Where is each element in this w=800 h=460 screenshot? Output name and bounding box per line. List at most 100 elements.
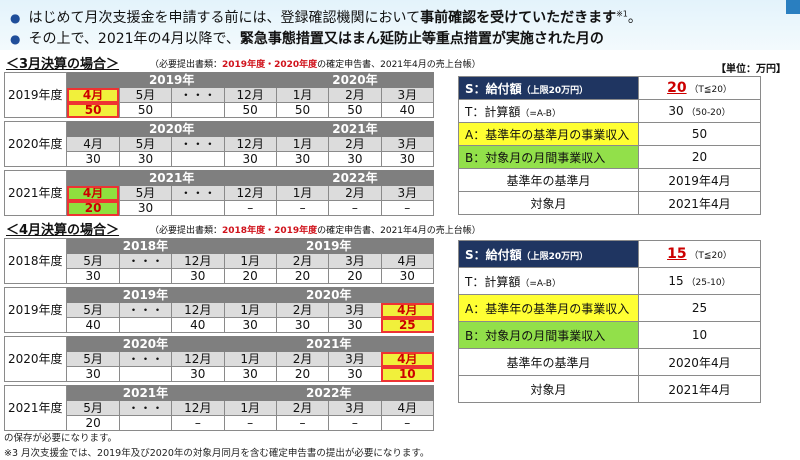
march-header-row: 2020年度 2020年 2021年	[3, 121, 435, 167]
april-fiscal-year-label: 2020年度	[3, 336, 68, 382]
april-summary-table: S：給付額（上限20万円） 15 （T≦20） T：計算額（=A-B） 15 （25-…	[458, 240, 761, 403]
march-month-cell: 2月	[328, 185, 382, 201]
april-month-row: 5月 ・・・ 12月 1月 2月 3月 4月	[5, 253, 435, 269]
april-fiscal-year-label: 2021年度	[3, 385, 68, 431]
april-year-header: 2021年	[223, 336, 434, 352]
april-value-cell: 30	[171, 268, 225, 284]
april-summary-value-text: 2021年4月	[668, 382, 731, 397]
footnote-3: ※3 月次支援金では、2019年及び2020年の対象月同月を含む確定申告書の提出…	[4, 448, 430, 459]
bullet-2-text: その上で、2021年の4月以降で、	[28, 31, 240, 47]
bullet-1-sup: ※1	[616, 9, 628, 19]
april-value-cell: 25	[380, 317, 435, 333]
april-month-cell: 4月	[380, 400, 435, 416]
march-summary-label: B：対象月の月間事業収入	[458, 145, 639, 169]
bullet-2-bold: 緊急事態措置又はまん延防止等重点措置が実施された月の	[239, 31, 604, 47]
march-summary-label-text: T：計算額	[465, 104, 521, 119]
march-summary-label: T：計算額（=A-B）	[458, 99, 639, 123]
march-summary-row: A：基準年の基準月の事業収入 50	[458, 122, 761, 146]
march-month-row: 4月 5月 ・・・ 12月 1月 2月 3月	[5, 185, 435, 201]
march-summary-value: 2019年4月	[638, 168, 761, 192]
march-month-cell: ・・・	[171, 185, 225, 201]
april-value-cell	[118, 268, 173, 284]
april-month-cell: 3月	[328, 302, 382, 318]
march-summary-value-text: 30	[668, 104, 684, 118]
intro-banner: ● はじめて月次支援金を申請する前には、登録確認機関において事前確認を受けていただ…	[0, 0, 800, 50]
march-value-row: 30 30 30 30 30 30	[5, 151, 435, 167]
april-summary-row: T：計算額（=A-B） 15 （25-10）	[458, 267, 761, 295]
march-fiscal-year-label: 2021年度	[3, 170, 68, 216]
april-value-cell: –	[223, 415, 277, 431]
march-summary-value: 20	[638, 145, 761, 169]
april-value-cell: 10	[380, 366, 435, 382]
march-year-header: 2022年	[275, 170, 435, 186]
march-fiscal-year-label: 2019年度	[3, 72, 68, 118]
april-value-cell: 20	[223, 268, 277, 284]
march-summary-label-text: S：給付額	[465, 81, 522, 96]
march-value-cell: 40	[380, 102, 435, 118]
march-summary-value: 20 （T≦20）	[638, 76, 761, 100]
march-value-cell: 30	[66, 151, 120, 167]
bullet-2: ● その上で、2021年の4月以降で、緊急事態措置又はまん延防止等重点措置が実施さ…	[10, 28, 604, 48]
april-summary-value-text: 25	[691, 301, 708, 315]
march-summary-value-text: 20	[667, 80, 687, 96]
march-value-cell: –	[380, 200, 435, 216]
april-month-cell: ・・・	[118, 400, 173, 416]
april-summary-label-text: 基準年の基準月	[506, 355, 591, 370]
april-value-cell: 30	[66, 268, 120, 284]
april-summary-value-text: 10	[691, 328, 708, 342]
march-month-cell: ・・・	[171, 87, 225, 103]
april-summary-value: 2020年4月	[638, 348, 761, 376]
march-summary-value: 2021年4月	[638, 191, 761, 215]
april-value-cell: 30	[66, 366, 120, 382]
april-value-row: 30 30 30 20 30 10	[5, 366, 435, 382]
april-value-cell: 20	[275, 366, 330, 382]
march-year-header: 2021年	[66, 170, 277, 186]
april-value-cell: 30	[223, 366, 277, 382]
april-summary-label-text: S：給付額	[465, 247, 522, 262]
april-summary-value-text: 15	[668, 274, 684, 288]
march-year-header: 2020年	[275, 72, 435, 88]
march-value-cell: 30	[118, 151, 173, 167]
april-month-cell: 12月	[171, 302, 225, 318]
april-summary-value: 15 （25-10）	[638, 267, 761, 295]
march-summary-value-text: 2021年4月	[668, 196, 731, 211]
april-year-header: 2020年	[223, 287, 434, 303]
april-year-header: 2022年	[223, 385, 434, 401]
march-section-title: ＜3月決算の場合＞	[6, 57, 120, 72]
bullet-dot-icon: ●	[10, 32, 21, 46]
march-month-cell: 4月	[66, 87, 120, 103]
march-month-row: 4月 5月 ・・・ 12月 1月 2月 3月	[5, 136, 435, 152]
march-value-cell: 50	[118, 102, 173, 118]
april-value-row: 40 40 30 30 30 25	[5, 317, 435, 333]
march-value-cell	[171, 151, 225, 167]
april-value-cell: 30	[328, 366, 382, 382]
march-month-cell: 2月	[328, 87, 382, 103]
april-value-cell: 30	[328, 317, 382, 333]
april-value-row: 30 30 20 20 20 30	[5, 268, 435, 284]
april-summary-label: S：給付額（上限20万円）	[458, 240, 639, 268]
april-summary-label: A：基準年の基準月の事業収入	[458, 294, 639, 322]
april-summary-label: T：計算額（=A-B）	[458, 267, 639, 295]
april-summary-label: B：対象月の月間事業収入	[458, 321, 639, 349]
april-value-cell: –	[275, 415, 330, 431]
march-summary-label: S：給付額（上限20万円）	[458, 76, 639, 100]
april-value-cell: –	[171, 415, 225, 431]
march-month-cell: ・・・	[171, 136, 225, 152]
april-summary-value: 15 （T≦20）	[638, 240, 761, 268]
april-value-cell: 30	[380, 268, 435, 284]
march-value-cell: 30	[223, 151, 277, 167]
april-summary-label-text: 対象月	[530, 382, 567, 397]
april-month-cell: 2月	[275, 302, 330, 318]
march-summary-label: 対象月	[458, 191, 639, 215]
march-year-header: 2020年	[66, 121, 277, 137]
april-value-cell: 40	[171, 317, 225, 333]
april-summary-label-note: （上限20万円）	[521, 251, 589, 262]
april-month-cell: 2月	[275, 253, 330, 269]
april-month-cell: 3月	[328, 253, 382, 269]
april-summary-label: 基準年の基準月	[458, 348, 639, 376]
april-summary-value-note: （25-10）	[683, 278, 731, 288]
march-value-row: 20 30– – – –	[5, 200, 435, 216]
april-value-cell: 20	[328, 268, 382, 284]
march-calendar-table: 2019年度 2019年 2020年 4月 5月 ・・・ 12月 1月 2月 3月 50 50 50 50…	[3, 72, 435, 216]
april-summary-label-text: A：基準年の基準月の事業収入	[465, 301, 630, 316]
